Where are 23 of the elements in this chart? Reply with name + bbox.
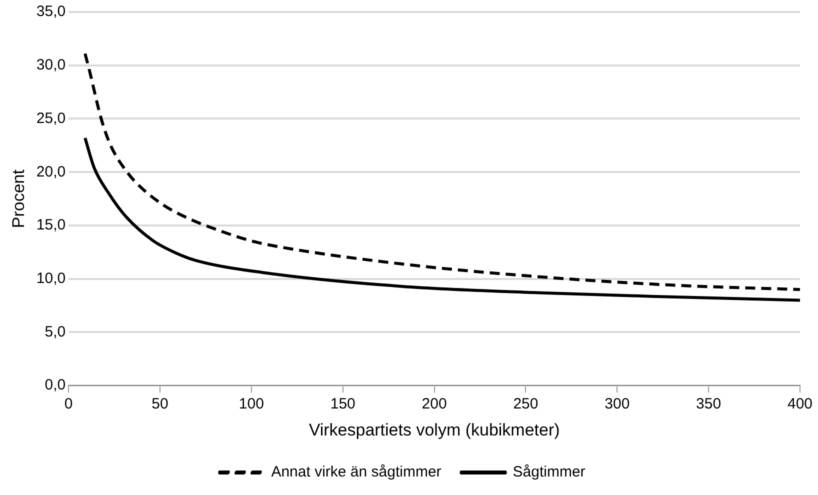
x-tick-label: 400 (787, 396, 813, 413)
x-tick-label: 350 (696, 396, 722, 413)
y-tick-label: 0,0 (44, 376, 66, 394)
x-tick-label: 0 (64, 396, 73, 413)
x-tick-label: 100 (238, 396, 264, 413)
y-tick-label: 35,0 (36, 3, 66, 20)
x-tick-label: 50 (152, 396, 168, 413)
y-tick-label: 25,0 (36, 110, 66, 127)
y-tick-label: 5,0 (44, 323, 66, 340)
x-tick-label: 300 (604, 396, 630, 413)
y-tick-label: 15,0 (36, 216, 66, 234)
y-axis-title: Procent (8, 169, 28, 228)
line-series (84, 136, 800, 302)
y-tick-label: 30,0 (36, 56, 66, 74)
y-tick-label: 10,0 (36, 270, 66, 287)
x-tick-label: 150 (330, 396, 356, 413)
x-tick-label: 250 (513, 396, 538, 413)
y-tick-label: 20,0 (36, 163, 66, 180)
line-series (84, 52, 800, 292)
legend-label: Annat virke än sågtimmer (271, 464, 442, 481)
x-tick-label: 200 (422, 396, 447, 413)
legend-label: Sågtimmer (512, 464, 586, 481)
x-axis-title: Virkespartiets volym (kubikmeter) (308, 420, 560, 440)
